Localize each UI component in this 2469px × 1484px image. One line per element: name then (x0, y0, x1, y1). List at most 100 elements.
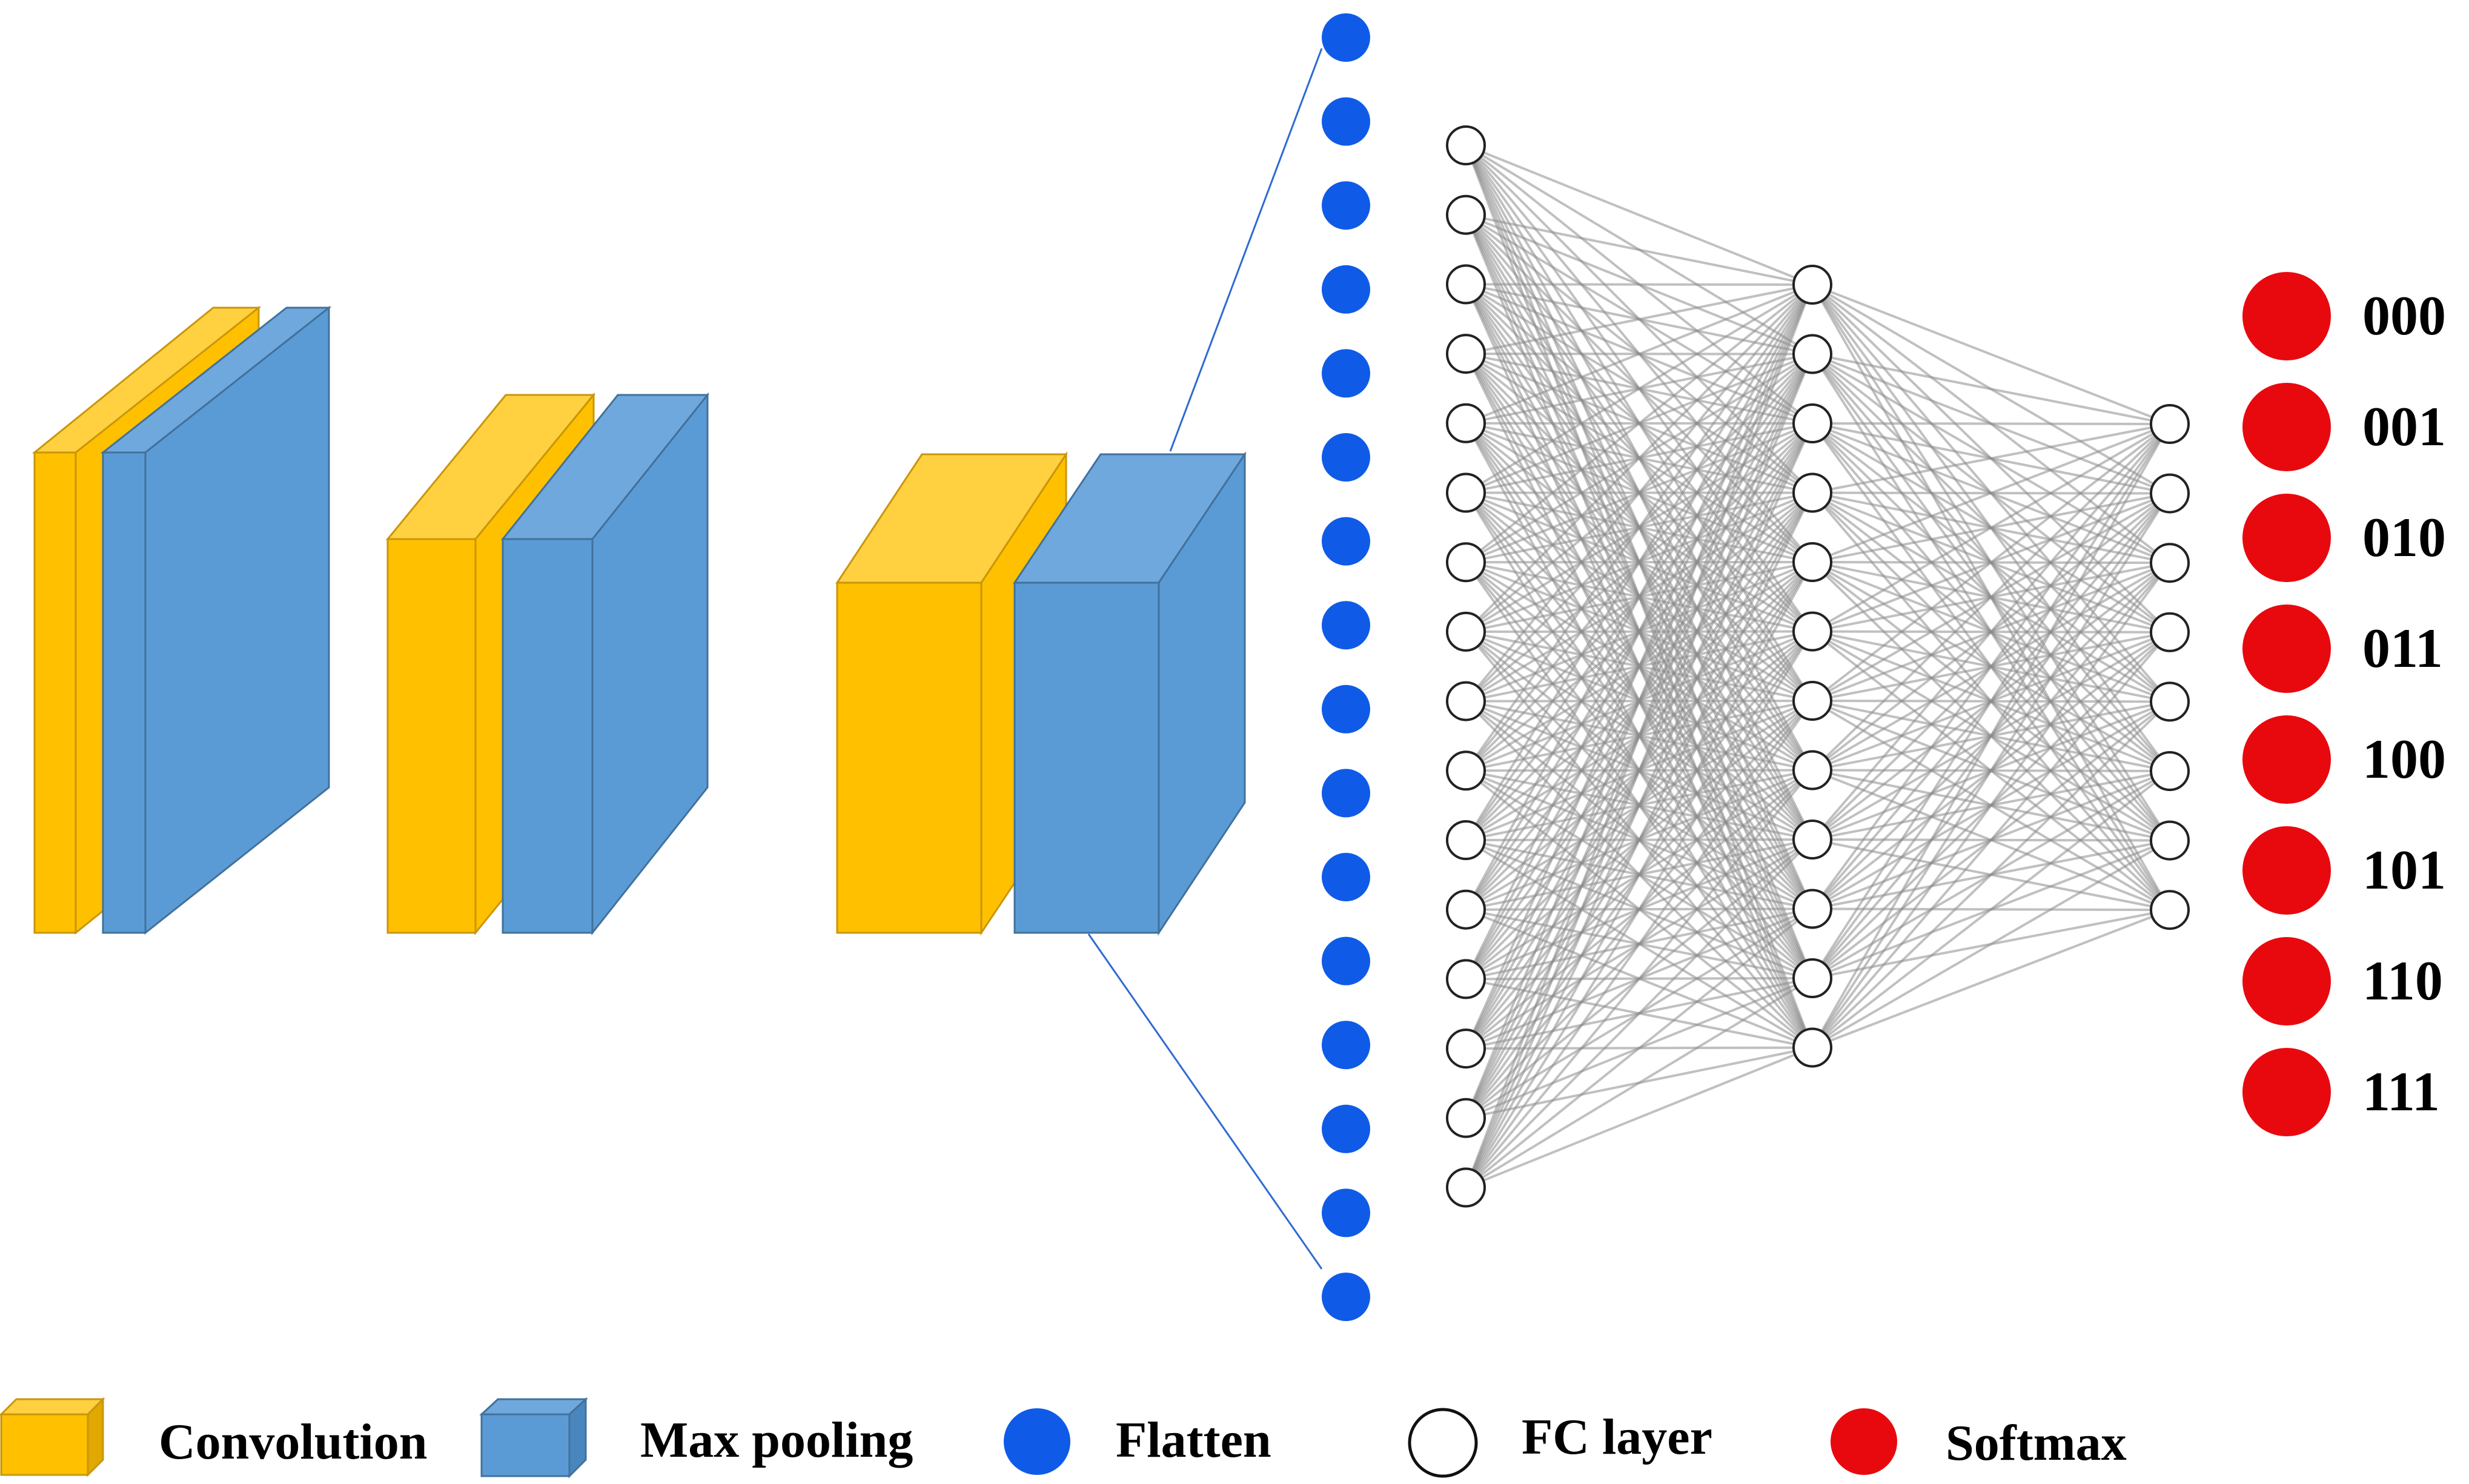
fc2-fc3-edge (1811, 423, 2171, 633)
flatten-node (1322, 517, 1370, 566)
fc1-node (1446, 403, 1486, 443)
fc1-node (1446, 334, 1486, 374)
fc2-fc3-edge (1811, 770, 2171, 1049)
fc1-fc2-edge (1465, 769, 1814, 1188)
fc2-fc3-edge (1811, 700, 2171, 1048)
block-group-1 (31, 305, 332, 935)
fc-connections (1465, 144, 2171, 1189)
fc1-fc2-edge (1465, 631, 1814, 1188)
fc2-node (1792, 334, 1832, 374)
fc1-fc2-edge (1465, 492, 1814, 1188)
fc3-node (2150, 751, 2190, 791)
fc1-fc2-edge (1465, 283, 1813, 286)
fc3-node (2150, 543, 2190, 583)
fc1-fc2-edge (1465, 700, 1814, 1188)
flatten-node (1322, 601, 1370, 650)
output-label-2: 010 (2362, 506, 2446, 568)
fc1-node (1446, 1029, 1486, 1069)
fc1-fc2-edge (1465, 284, 1814, 980)
fc1-node (1446, 820, 1486, 860)
output-label-4: 100 (2362, 728, 2446, 790)
fc2-node (1792, 958, 1832, 998)
fc2-node (1792, 265, 1832, 305)
softmax-node (2242, 715, 2331, 804)
fc2-node (1792, 1027, 1832, 1068)
fc1-fc2-edge (1465, 1046, 1813, 1189)
fc1-node (1446, 1167, 1486, 1208)
fc1-node (1446, 959, 1486, 999)
fc1-fc2-edge (1465, 423, 1814, 1188)
legend-label-softmax: Softmax (1946, 1415, 2127, 1471)
legend-label-fc-layer: FC layer (1522, 1409, 1712, 1465)
output-label-1: 001 (2362, 396, 2446, 457)
fc2-node (1792, 611, 1832, 652)
output-label-6: 110 (2362, 950, 2443, 1012)
output-label-3: 011 (2362, 617, 2443, 679)
fc1-fc2-edge (1465, 977, 1814, 1189)
fc1-fc2-edge (1465, 283, 1814, 841)
legend-label-max-pooling: Max pooling (640, 1412, 913, 1468)
legend-item-max-pooling: Max pooling (479, 1397, 913, 1479)
softmax-node (2242, 272, 2331, 360)
fc-layer-3 (2150, 404, 2190, 930)
fc2-fc3-edge (1812, 423, 2170, 563)
fc2-fc3-edge (1812, 283, 2170, 425)
flatten-node (1322, 853, 1370, 901)
conv1-front-face (33, 451, 77, 934)
fc2-fc3-edge (1812, 353, 2170, 425)
fc2-node (1792, 820, 1832, 860)
flatten-line-top (1169, 48, 1323, 452)
fc1-fc2-edge (1465, 283, 1813, 356)
softmax-layer (2242, 272, 2331, 1136)
pool2-front-face (502, 538, 594, 934)
maxpool-block-3 (1013, 451, 1247, 936)
flatten-node (1322, 1273, 1370, 1321)
fc1-node (1446, 611, 1486, 652)
flatten-node (1322, 1104, 1370, 1153)
flatten-node (1322, 1188, 1370, 1237)
fc2-fc3-edge (1811, 423, 2171, 771)
fc1-fc2-edge (1465, 353, 1814, 1188)
convolution-cuboid-icon (0, 1397, 105, 1477)
fc1-fc2-edge (1465, 907, 1814, 1189)
fc3-node (2150, 404, 2190, 444)
flatten-node (1322, 1021, 1370, 1070)
fc2-node (1792, 889, 1832, 929)
fc2-fc3-edge (1811, 423, 2171, 1048)
softmax-node (2242, 1048, 2331, 1136)
flatten-node (1322, 433, 1370, 482)
fc1-node (1446, 125, 1486, 165)
fc1-fc2-edge (1465, 283, 1814, 563)
legend-item-flatten: Flatten (1004, 1408, 1271, 1475)
softmax-node (2242, 826, 2331, 915)
fc1-fc2-edge (1465, 284, 1814, 1188)
maxpool-block-1 (100, 305, 332, 935)
fc1-fc2-edge (1465, 283, 1814, 702)
fc1-node (1446, 889, 1486, 930)
white-circle-icon (1408, 1408, 1478, 1478)
flatten-node (1322, 97, 1370, 146)
fc1-node (1446, 542, 1486, 583)
block-group-2 (385, 392, 710, 936)
maxpool-block-2 (500, 392, 710, 936)
output-label-5: 101 (2362, 839, 2446, 901)
conv3-front-face (836, 581, 983, 934)
fc1-fc2-edge (1465, 144, 1813, 286)
fc2-fc3-edge (1811, 492, 2171, 1048)
fc1-fc2-edge (1465, 283, 1813, 425)
max-pooling-cuboid-icon (479, 1397, 588, 1479)
fc3-node (2150, 473, 2190, 514)
flatten-expansion-lines (1087, 48, 1323, 1270)
pool3-front-face (1013, 581, 1160, 934)
fc2-fc3-edge (1811, 423, 2171, 910)
fc1-fc2-edge (1465, 213, 1813, 286)
fc-layer-2 (1792, 265, 1832, 1068)
fc2-fc3-edge (1811, 423, 2171, 841)
softmax-node (2242, 937, 2331, 1025)
fc1-node (1446, 750, 1486, 791)
fc1-fc2-edge (1465, 284, 1814, 1119)
fc2-node (1792, 542, 1832, 582)
blue-circle-icon (1004, 1408, 1070, 1475)
fc1-fc2-edge (1465, 284, 1814, 910)
fc1-node (1446, 1098, 1486, 1138)
